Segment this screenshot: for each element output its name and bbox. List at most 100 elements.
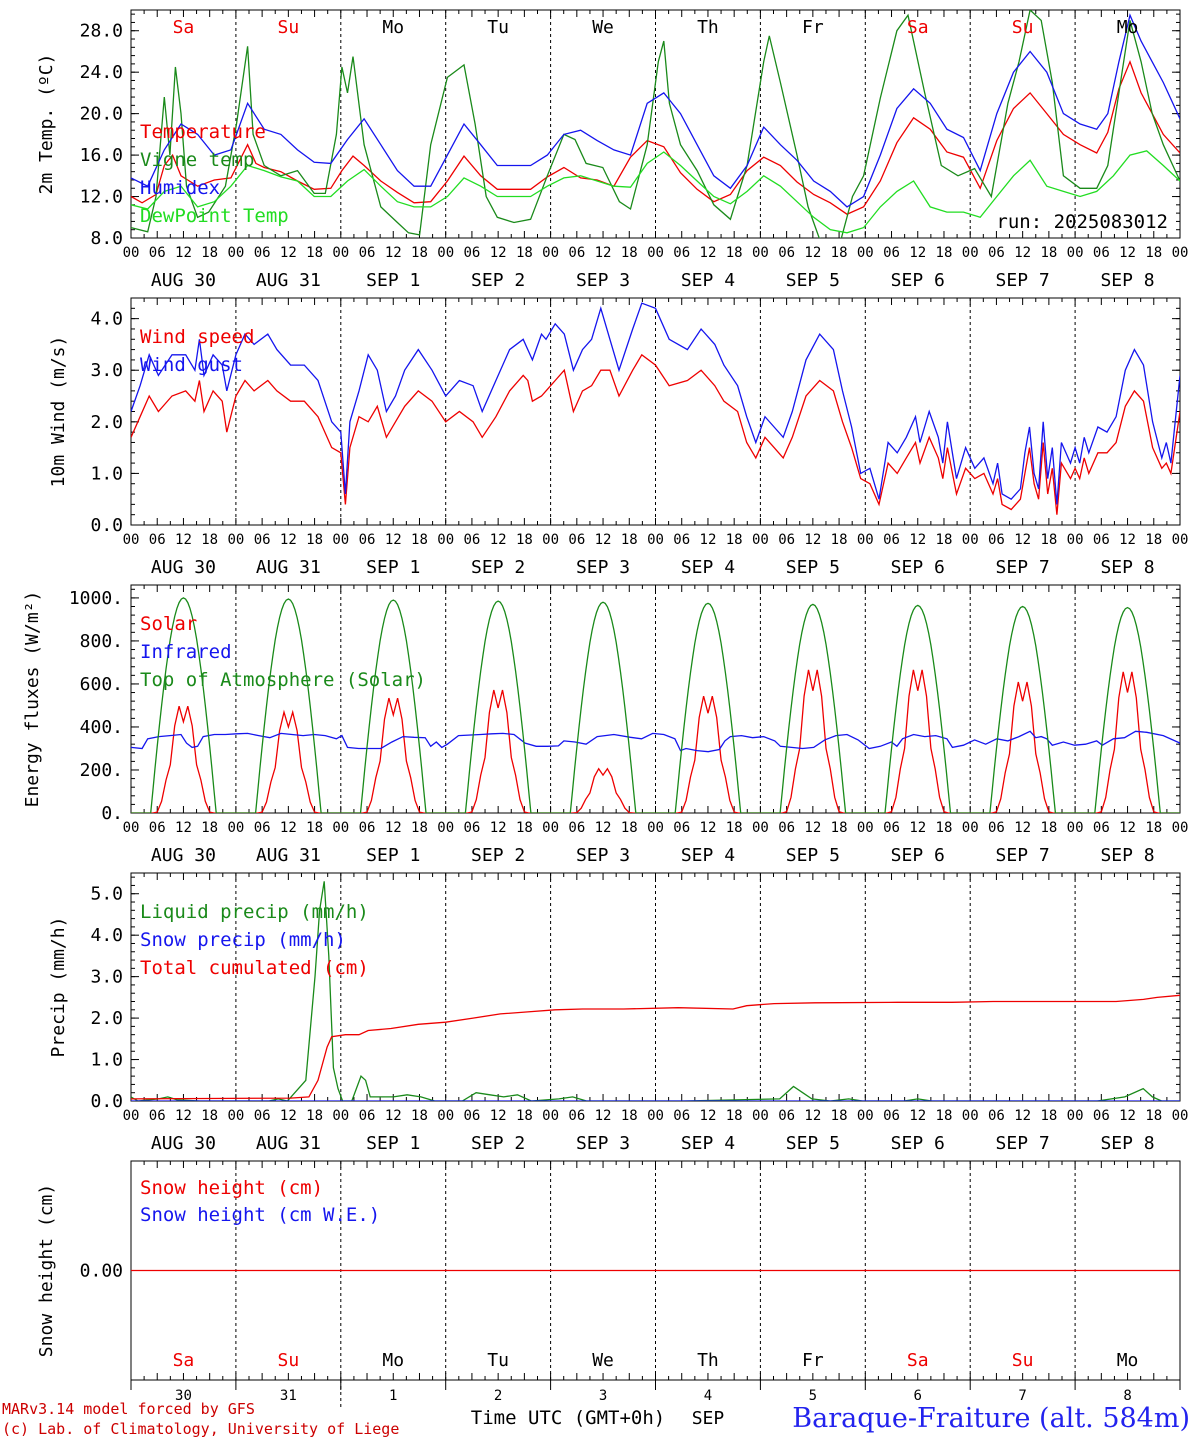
hour-tick-label: 12 bbox=[700, 245, 717, 261]
legend-entry: Liquid precip (mm/h) bbox=[140, 901, 369, 923]
legend-entry: Humidex bbox=[140, 177, 220, 199]
y-tick-label: 0.00 bbox=[80, 1261, 123, 1282]
date-label: AUG 30 bbox=[151, 845, 216, 866]
date-label: SEP 3 bbox=[576, 845, 630, 866]
hour-tick-label: 06 bbox=[149, 532, 166, 548]
hour-tick-label: 18 bbox=[411, 532, 428, 548]
y-tick-label: 200. bbox=[80, 760, 123, 781]
hour-tick-label: 06 bbox=[568, 245, 585, 261]
weekday-label: Sa bbox=[173, 17, 195, 38]
y-tick-label: 1000. bbox=[69, 588, 123, 609]
weekday-label: Su bbox=[1012, 17, 1034, 38]
hour-tick-label: 06 bbox=[149, 1108, 166, 1124]
y-tick-label: 2.0 bbox=[90, 1008, 123, 1029]
hour-tick-label: 06 bbox=[1093, 245, 1110, 261]
hour-tick-label: 18 bbox=[726, 245, 743, 261]
panel-energy: 0. 200. 400. 600. 800. 1000. Energy fluxes (W/… bbox=[22, 584, 1189, 866]
hour-tick-label: 18 bbox=[831, 1108, 848, 1124]
y-tick-label: 5.0 bbox=[90, 884, 123, 905]
hour-tick-label: 12 bbox=[700, 532, 717, 548]
hour-tick-label: 12 bbox=[490, 820, 507, 836]
hour-tick-label: 00 bbox=[1172, 820, 1189, 836]
date-label: AUG 30 bbox=[151, 270, 216, 291]
y-axis-title: Precip (mm/h) bbox=[48, 917, 69, 1058]
y-tick-label: 4.0 bbox=[90, 925, 123, 946]
hour-tick-label: 18 bbox=[201, 1108, 218, 1124]
y-tick-label: 24.0 bbox=[80, 62, 123, 83]
date-label: SEP 2 bbox=[471, 270, 525, 291]
hour-tick-label: 06 bbox=[568, 820, 585, 836]
hour-tick-label: 12 bbox=[280, 820, 297, 836]
series-line-wind-gust bbox=[131, 302, 1180, 505]
y-axis-title: 2m Temp. (ºC) bbox=[36, 54, 57, 195]
hour-tick-label: 12 bbox=[1014, 532, 1031, 548]
hour-tick-label: 06 bbox=[1093, 532, 1110, 548]
hour-tick-label: 18 bbox=[411, 245, 428, 261]
hour-tick-label: 18 bbox=[1040, 1108, 1057, 1124]
hour-tick-label: 06 bbox=[463, 532, 480, 548]
weekday-label: Sa bbox=[907, 17, 929, 38]
hour-tick-label: 12 bbox=[280, 245, 297, 261]
legend-entry: Solar bbox=[140, 613, 197, 635]
hour-tick-label: 00 bbox=[123, 1108, 140, 1124]
hour-tick-label: 18 bbox=[201, 820, 218, 836]
month-label: SEP bbox=[692, 1408, 725, 1429]
day-number-label: 4 bbox=[704, 1388, 712, 1404]
day-number-label: 7 bbox=[1018, 1388, 1026, 1404]
hour-tick-label: 06 bbox=[778, 1108, 795, 1124]
hour-tick-label: 18 bbox=[831, 245, 848, 261]
hour-tick-label: 00 bbox=[647, 532, 664, 548]
hour-tick-label: 12 bbox=[280, 532, 297, 548]
date-label: SEP 8 bbox=[1100, 557, 1154, 578]
hour-tick-label: 06 bbox=[463, 245, 480, 261]
hour-tick-label: 00 bbox=[332, 245, 349, 261]
hour-tick-label: 12 bbox=[595, 1108, 612, 1124]
date-label: SEP 5 bbox=[786, 270, 840, 291]
hour-tick-label: 00 bbox=[227, 245, 244, 261]
hour-tick-label: 06 bbox=[359, 1108, 376, 1124]
date-label: AUG 31 bbox=[256, 845, 321, 866]
hour-tick-label: 00 bbox=[542, 532, 559, 548]
date-label: AUG 31 bbox=[256, 557, 321, 578]
hour-tick-label: 00 bbox=[227, 532, 244, 548]
hour-tick-label: 06 bbox=[778, 532, 795, 548]
day-number-label: 2 bbox=[494, 1388, 502, 1404]
hour-tick-label: 18 bbox=[306, 820, 323, 836]
hour-tick-label: 00 bbox=[1172, 245, 1189, 261]
hour-tick-label: 12 bbox=[595, 820, 612, 836]
plot-area-temp bbox=[131, 10, 1180, 238]
date-label: SEP 4 bbox=[681, 1133, 735, 1154]
hour-tick-label: 18 bbox=[1145, 532, 1162, 548]
y-axis-title: Snow height (cm) bbox=[36, 1184, 57, 1357]
date-label: SEP 7 bbox=[996, 557, 1050, 578]
hour-tick-label: 06 bbox=[778, 245, 795, 261]
hour-tick-label: 18 bbox=[201, 245, 218, 261]
weekday-label: Sa bbox=[173, 1350, 195, 1371]
hour-tick-label: 00 bbox=[227, 1108, 244, 1124]
y-tick-label: 2.0 bbox=[90, 412, 123, 433]
hour-tick-label: 18 bbox=[516, 1108, 533, 1124]
hour-tick-label: 06 bbox=[463, 820, 480, 836]
date-label: SEP 1 bbox=[366, 845, 420, 866]
series-line-vigne-temp bbox=[131, 10, 1180, 238]
hour-tick-label: 18 bbox=[1145, 1108, 1162, 1124]
date-label: SEP 1 bbox=[366, 557, 420, 578]
date-label: SEP 6 bbox=[891, 1133, 945, 1154]
date-label: SEP 3 bbox=[576, 557, 630, 578]
hour-tick-label: 00 bbox=[962, 820, 979, 836]
legend-entry: Total cumulated (cm) bbox=[140, 957, 369, 979]
hour-tick-label: 12 bbox=[280, 1108, 297, 1124]
hour-tick-label: 00 bbox=[647, 1108, 664, 1124]
hour-tick-label: 18 bbox=[621, 820, 638, 836]
hour-tick-label: 18 bbox=[201, 532, 218, 548]
date-label: SEP 1 bbox=[366, 1133, 420, 1154]
date-label: SEP 6 bbox=[891, 845, 945, 866]
weekday-label: Mo bbox=[1117, 17, 1139, 38]
panel-temp: 8.0 12.0 16.0 20.0 24.0 28.0 2m Temp. (ºC) Temp… bbox=[36, 9, 1189, 291]
hour-tick-label: 12 bbox=[804, 820, 821, 836]
day-number-label: 3 bbox=[599, 1388, 607, 1404]
hour-tick-label: 06 bbox=[988, 1108, 1005, 1124]
y-axis-title: 10m Wind (m/s) bbox=[48, 336, 69, 488]
hour-tick-label: 06 bbox=[673, 820, 690, 836]
weekday-label: Su bbox=[278, 1350, 300, 1371]
